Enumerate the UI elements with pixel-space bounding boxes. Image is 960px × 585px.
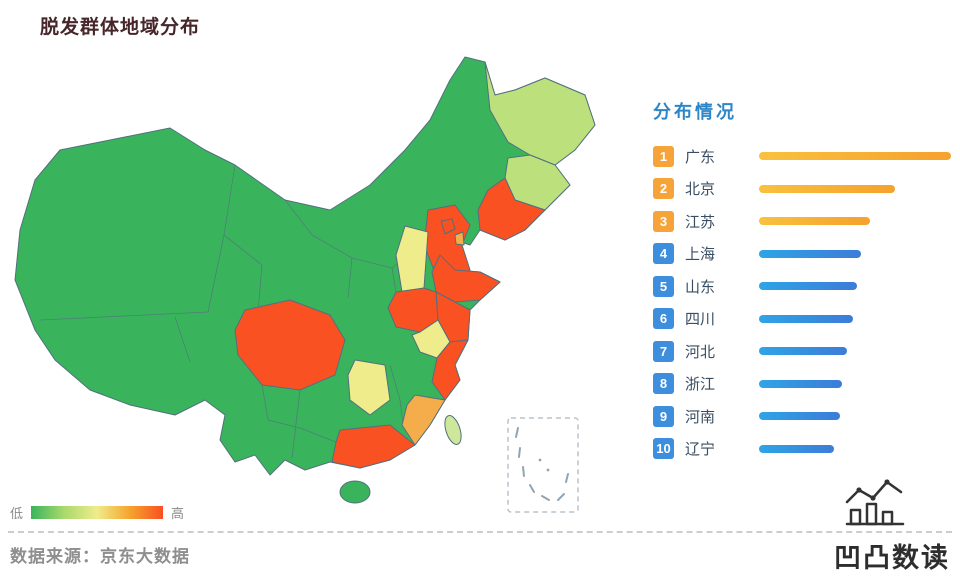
rank-badge: 10 — [653, 438, 674, 460]
ranking-row: 8 浙江 — [653, 368, 955, 401]
rank-number: 8 — [659, 376, 668, 392]
province-borders — [39, 164, 433, 459]
province-name: 浙江 — [685, 376, 716, 394]
color-legend: 低 高 — [10, 503, 184, 522]
dashed-divider — [8, 531, 952, 533]
ranking-row: 4 上海 — [653, 238, 955, 271]
rank-badge: 6 — [653, 308, 674, 330]
rank-badge: 5 — [653, 275, 674, 297]
bar-track — [759, 347, 951, 356]
value-bar — [759, 152, 951, 161]
ranking-row: 6 四川 — [653, 303, 955, 336]
province-name: 江苏 — [685, 213, 716, 231]
rank-badge: 7 — [653, 340, 674, 362]
rank-number: 10 — [656, 441, 671, 457]
ranking-row: 5 山东 — [653, 270, 955, 303]
ranking-row: 2 北京 — [653, 173, 955, 206]
value-bar — [759, 347, 848, 356]
rank-number: 2 — [659, 181, 668, 197]
legend-gradient-bar — [31, 506, 164, 519]
province-name: 上海 — [685, 246, 716, 264]
south-china-sea-inset — [507, 417, 579, 513]
ranking-panel: 分布情况 1 广东 2 北京 3 江苏 — [653, 98, 955, 465]
bar-track — [759, 184, 951, 193]
island-taiwan — [444, 415, 462, 445]
bar-track — [759, 282, 951, 291]
value-bar — [759, 249, 861, 258]
ranking-row: 9 河南 — [653, 400, 955, 433]
rank-badge: 2 — [653, 178, 674, 200]
bar-track — [759, 249, 951, 258]
province-hunan — [347, 359, 391, 416]
province-name: 北京 — [685, 181, 716, 199]
data-source-text: 数据来源：京东大数据 — [10, 547, 190, 566]
logo-chart-icon — [845, 479, 905, 526]
province-name: 四川 — [685, 311, 716, 329]
value-bar — [759, 217, 871, 226]
province-guangdong — [331, 424, 416, 469]
rank-number: 7 — [659, 343, 668, 359]
ranking-row: 7 河北 — [653, 335, 955, 368]
bar-track — [759, 444, 951, 453]
ranking-list: 1 广东 2 北京 3 江苏 — [653, 140, 955, 465]
rank-number: 1 — [659, 148, 668, 164]
rank-number: 3 — [659, 213, 668, 229]
rank-number: 5 — [659, 278, 668, 294]
china-choropleth-map — [14, 56, 596, 513]
page-title: 脱发群体地域分布 — [40, 17, 201, 38]
bar-track — [759, 152, 951, 161]
rank-number: 9 — [659, 408, 668, 424]
rank-number: 4 — [659, 246, 668, 262]
province-zhejiang-shanghai — [431, 339, 469, 401]
province-name: 河南 — [685, 408, 716, 426]
logo-text: 凹凸数读 — [834, 543, 950, 573]
ranking-row: 10 辽宁 — [653, 433, 955, 466]
value-bar — [759, 184, 896, 193]
ranking-row: 3 江苏 — [653, 205, 955, 238]
value-bar — [759, 379, 842, 388]
province-tianjin — [454, 231, 465, 246]
island-hainan — [339, 480, 371, 504]
province-heilongjiang — [484, 61, 596, 166]
province-name: 山东 — [685, 278, 716, 296]
province-fujian — [401, 394, 446, 446]
province-sichuan — [234, 299, 346, 391]
bar-track — [759, 412, 951, 421]
province-name: 辽宁 — [685, 441, 716, 459]
bar-track — [759, 314, 951, 323]
value-bar — [759, 282, 857, 291]
province-name: 广东 — [685, 148, 716, 166]
rank-badge: 1 — [653, 145, 674, 167]
value-bar — [759, 444, 834, 453]
rank-badge: 4 — [653, 243, 674, 265]
province-beijing — [440, 218, 456, 235]
panel-heading: 分布情况 — [653, 102, 737, 122]
rank-badge: 8 — [653, 373, 674, 395]
province-name: 河北 — [685, 343, 716, 361]
value-bar — [759, 412, 840, 421]
legend-high-label: 高 — [171, 506, 185, 521]
rank-badge: 3 — [653, 210, 674, 232]
rank-number: 6 — [659, 311, 668, 327]
nine-dash-line — [515, 427, 569, 501]
bar-track — [759, 379, 951, 388]
rank-badge: 9 — [653, 405, 674, 427]
value-bar — [759, 314, 854, 323]
bar-track — [759, 217, 951, 226]
province-shanxi — [395, 225, 429, 293]
legend-low-label: 低 — [10, 506, 24, 521]
ranking-row: 1 广东 — [653, 140, 955, 173]
province-liaoning — [477, 177, 546, 241]
